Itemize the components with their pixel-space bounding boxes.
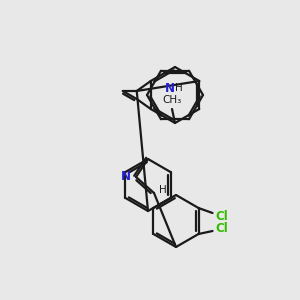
- Text: N: N: [165, 82, 175, 94]
- Text: H: H: [175, 83, 183, 93]
- Text: Cl: Cl: [215, 209, 228, 223]
- Text: CH₃: CH₃: [162, 95, 182, 105]
- Text: H: H: [159, 185, 167, 195]
- Text: Cl: Cl: [215, 223, 228, 236]
- Text: N: N: [121, 170, 131, 184]
